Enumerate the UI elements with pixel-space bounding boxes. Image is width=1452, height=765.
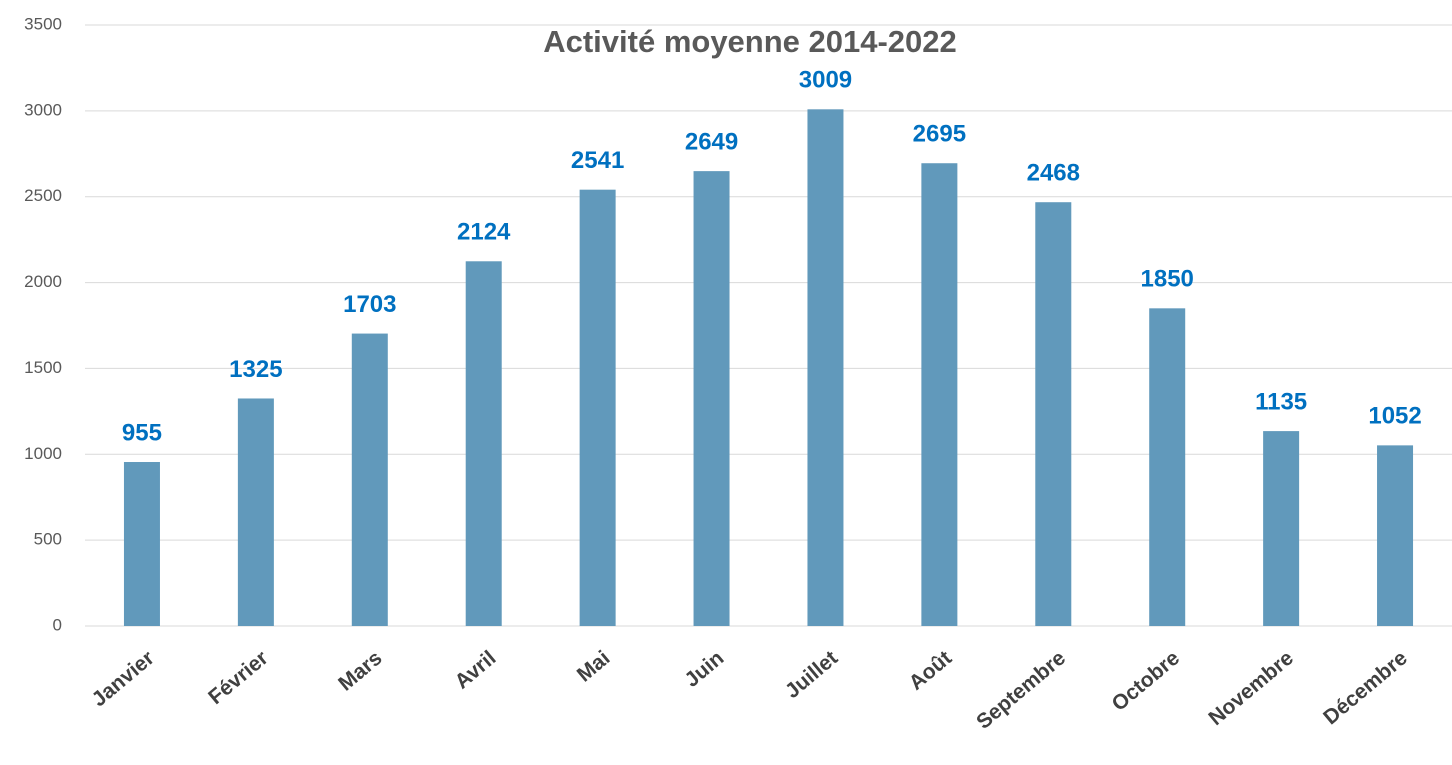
x-tick-label: Août bbox=[905, 646, 956, 694]
bar bbox=[807, 109, 844, 627]
data-label: 2468 bbox=[1027, 160, 1080, 187]
data-label: 1325 bbox=[229, 356, 282, 383]
y-tick-label: 2500 bbox=[24, 186, 62, 205]
data-label: 2541 bbox=[571, 147, 624, 174]
x-tick-label: Janvier bbox=[88, 646, 159, 711]
x-tick-label: Mai bbox=[573, 646, 615, 686]
y-tick-label: 0 bbox=[53, 615, 62, 634]
bar bbox=[465, 261, 502, 626]
x-tick-label: Février bbox=[204, 646, 272, 709]
data-label: 2695 bbox=[913, 121, 966, 148]
bar bbox=[579, 189, 616, 626]
data-label: 1052 bbox=[1368, 403, 1421, 430]
y-tick-label: 3000 bbox=[24, 100, 62, 119]
x-tick-label: Juillet bbox=[781, 646, 842, 703]
x-tick-label: Octobre bbox=[1108, 646, 1184, 715]
data-label: 955 bbox=[122, 419, 162, 446]
bar bbox=[693, 171, 730, 627]
bar bbox=[1377, 445, 1414, 626]
bar bbox=[123, 462, 160, 626]
bar bbox=[237, 398, 274, 626]
x-tick-label: Décembre bbox=[1319, 646, 1412, 729]
data-label: 2649 bbox=[685, 128, 738, 155]
y-tick-label: 3500 bbox=[24, 14, 62, 33]
y-tick-label: 500 bbox=[34, 530, 62, 549]
x-tick-label: Avril bbox=[451, 646, 501, 693]
x-tick-label: Mars bbox=[334, 646, 386, 695]
x-tick-label: Novembre bbox=[1204, 646, 1297, 730]
x-tick-label: Septembre bbox=[972, 646, 1070, 733]
bar bbox=[1035, 202, 1072, 626]
y-tick-label: 2000 bbox=[24, 272, 62, 291]
data-label: 1850 bbox=[1141, 266, 1194, 293]
y-tick-label: 1000 bbox=[24, 444, 62, 463]
bar bbox=[351, 333, 388, 626]
x-tick-label: Juin bbox=[680, 646, 728, 691]
data-label: 3009 bbox=[799, 67, 852, 94]
bar bbox=[1263, 431, 1300, 626]
bar bbox=[921, 163, 958, 627]
data-label: 1703 bbox=[343, 291, 396, 318]
data-label: 1135 bbox=[1255, 388, 1307, 415]
chart-title: Activité moyenne 2014-2022 bbox=[543, 24, 957, 59]
y-tick-label: 1500 bbox=[24, 358, 62, 377]
data-label: 2124 bbox=[457, 219, 511, 246]
bar bbox=[1149, 308, 1186, 626]
